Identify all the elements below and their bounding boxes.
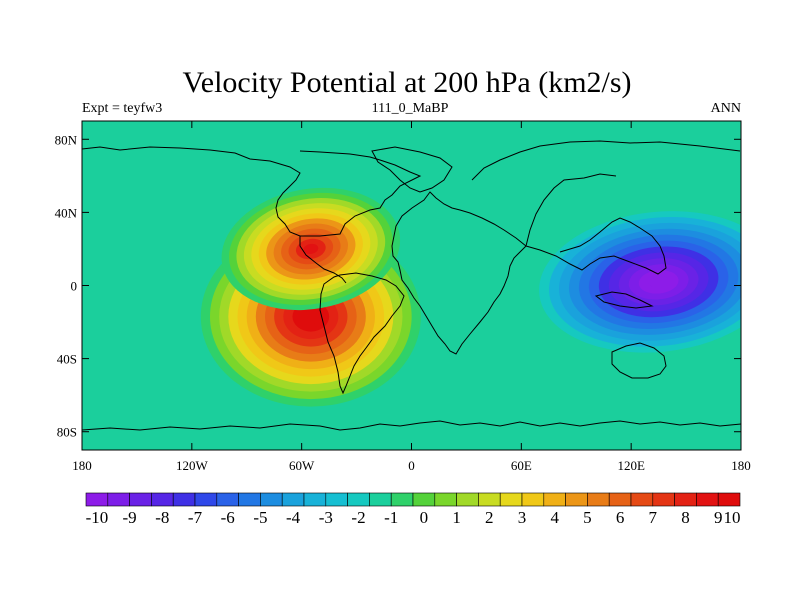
colorbar-swatch: [499, 492, 523, 507]
colorbar-label: -3: [319, 508, 333, 527]
pacific-minimum-band-12: [648, 275, 669, 288]
chart-title: Velocity Potential at 200 hPa (km2/s): [182, 66, 631, 99]
colorbar-swatch: [587, 492, 610, 507]
y-axis: 80N 40N 0 40S 80S: [55, 132, 741, 440]
colorbar-swatch: [565, 492, 588, 507]
colorbar-label: -7: [188, 508, 203, 527]
colorbar-label: -2: [351, 508, 365, 527]
colorbar-label: 0: [420, 508, 429, 527]
coastline-eurasia-north: [471, 140, 741, 181]
colorbar-swatch: [674, 492, 697, 507]
coastline-europe-africa: [391, 191, 527, 355]
x-tick-label: 0: [408, 458, 415, 473]
coastline-asia: [525, 173, 667, 275]
colorbar-swatch: [456, 492, 479, 507]
colorbar-swatch: [521, 492, 545, 507]
contour-field: [82, 121, 741, 450]
colorbar-swatch: [85, 492, 109, 507]
colorbar-label: -5: [253, 508, 267, 527]
colorbar-label: 5: [583, 508, 592, 527]
north-american-maximum-band-12: [303, 243, 319, 255]
colorbar-swatch: [630, 492, 654, 507]
colorbar-swatch: [194, 492, 218, 507]
colorbar-label: -4: [286, 508, 301, 527]
colorbar-swatch: [608, 492, 632, 507]
y-tick-label: 40S: [57, 352, 77, 367]
colorbar-label: -9: [123, 508, 137, 527]
x-axis: 180 120W 60W 0 60E 120E 180: [72, 121, 751, 473]
experiment-label: Expt = teyfw3: [82, 101, 162, 116]
colorbar-swatch: [172, 492, 196, 507]
colorbar-label: 9: [714, 508, 723, 527]
colorbar-swatch: [717, 492, 741, 507]
colorbar-swatch: [281, 492, 305, 507]
colorbar-label: 1: [452, 508, 461, 527]
south-american-maximum-band-12: [301, 309, 320, 325]
y-tick-label: 40N: [55, 205, 78, 220]
x-tick-label: 180: [731, 458, 751, 473]
coastline-central-america: [299, 236, 347, 284]
colorbar-swatch: [129, 492, 152, 507]
period-label: 111_0_MaBP: [372, 101, 449, 116]
colorbar-swatch: [325, 492, 348, 507]
colorbar-label: -6: [221, 508, 235, 527]
coastline-north-america: [82, 146, 422, 237]
x-tick-label: 180: [72, 458, 92, 473]
y-tick-label: 80S: [57, 425, 77, 440]
colorbar-swatch: [238, 492, 261, 507]
colorbar-swatch: [303, 492, 327, 507]
coastlines: [82, 140, 741, 431]
x-tick-label: 120W: [176, 458, 209, 473]
colorbar-label: 3: [518, 508, 527, 527]
colorbar-swatch: [543, 492, 566, 507]
y-tick-label: 0: [71, 279, 78, 294]
colorbar-label: 8: [681, 508, 690, 527]
colorbar-swatch: [151, 492, 174, 507]
colorbar-label: -1: [384, 508, 398, 527]
colorbar-swatch: [696, 492, 719, 507]
coastline-greenland: [371, 146, 453, 193]
colorbar-label: 6: [616, 508, 625, 527]
colorbar-label: 2: [485, 508, 494, 527]
colorbar-swatch: [347, 492, 370, 507]
season-label: ANN: [711, 101, 741, 116]
x-tick-label: 120E: [617, 458, 645, 473]
coastline-australia: [611, 342, 667, 379]
colorbar-swatch: [390, 492, 414, 507]
colorbar-swatch: [478, 492, 501, 507]
colorbar-swatch: [369, 492, 392, 507]
colorbar-label: -8: [155, 508, 169, 527]
colorbar-swatch: [652, 492, 675, 507]
colorbar-label: 7: [649, 508, 658, 527]
y-tick-label: 80N: [55, 132, 78, 147]
colorbar: -10 -9 -8 -7 -6 -5 -4 -3 -2 -1 0 1 2 3 4 5 6 7 8 9 10: [85, 492, 741, 527]
coastline-antarctica: [82, 420, 741, 431]
x-tick-label: 60W: [289, 458, 315, 473]
coastline-south-america: [319, 272, 405, 395]
colorbar-swatch: [434, 492, 457, 507]
colorbar-swatch: [260, 492, 283, 507]
colorbar-swatch: [412, 492, 436, 507]
colorbar-swatch: [216, 492, 239, 507]
colorbar-label: -10: [86, 508, 109, 527]
colorbar-label: 4: [550, 508, 559, 527]
coastline-maritime-continent: [594, 291, 654, 309]
x-tick-label: 60E: [511, 458, 532, 473]
colorbar-swatch: [107, 492, 130, 507]
colorbar-label: 10: [724, 508, 741, 527]
